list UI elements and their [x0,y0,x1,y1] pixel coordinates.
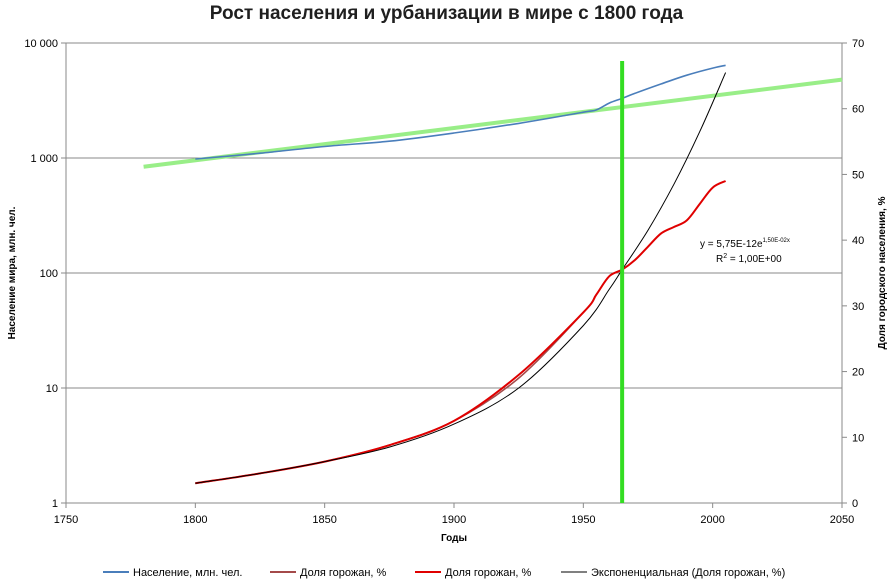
x-tick-label: 1900 [442,514,466,526]
legend-label: Население, млн. чел. [133,567,242,579]
legend-label: Доля горожан, % [445,567,532,579]
x-axis-title: Годы [441,533,467,544]
y-right-tick-label: 30 [852,301,864,313]
series-line-population [195,64,726,160]
y-right-tick-label: 10 [852,432,864,444]
y-right-tick-label: 20 [852,367,864,379]
legend-label: Экспоненциальная (Доля горожан, %) [591,567,785,579]
y-right-tick-label: 70 [852,38,864,50]
y-right-tick-label: 50 [852,169,864,181]
green-trend-line [143,77,843,169]
y-axis-left-title: Население мира, млн. чел. [7,206,18,339]
x-tick-label: 2000 [700,514,724,526]
y-left-tick-label: 10 000 [24,38,58,50]
y-left-tick-label: 1 [52,498,58,510]
series-line-urban-share-dark [195,268,623,485]
chart-title: Рост населения и урбанизации в мире с 18… [209,3,684,24]
y-right-tick-label: 40 [852,235,864,247]
y-left-tick-label: 10 [46,383,58,395]
x-tick-label: 1800 [183,514,207,526]
legend-label: Доля горожан, % [300,567,387,579]
x-tick-label: 1950 [571,514,595,526]
y-left-tick-label: 1 000 [30,153,58,165]
x-tick-label: 1750 [54,514,78,526]
y-right-tick-label: 60 [852,104,864,116]
x-tick-label: 1850 [312,514,336,526]
x-tick-label: 2050 [830,514,854,526]
y-right-tick-label: 0 [852,498,858,510]
series-line-exponential-trend [195,72,727,484]
trendline-r-squared: R2 = 1,00E+00 [716,253,782,265]
y-axis-right-title: Доля городского населения, % [877,196,888,349]
series-line-urban-share [195,180,727,485]
trendline-equation: y = 5,75E-12e1,50E-02x [700,238,790,250]
y-left-tick-label: 100 [40,268,58,280]
